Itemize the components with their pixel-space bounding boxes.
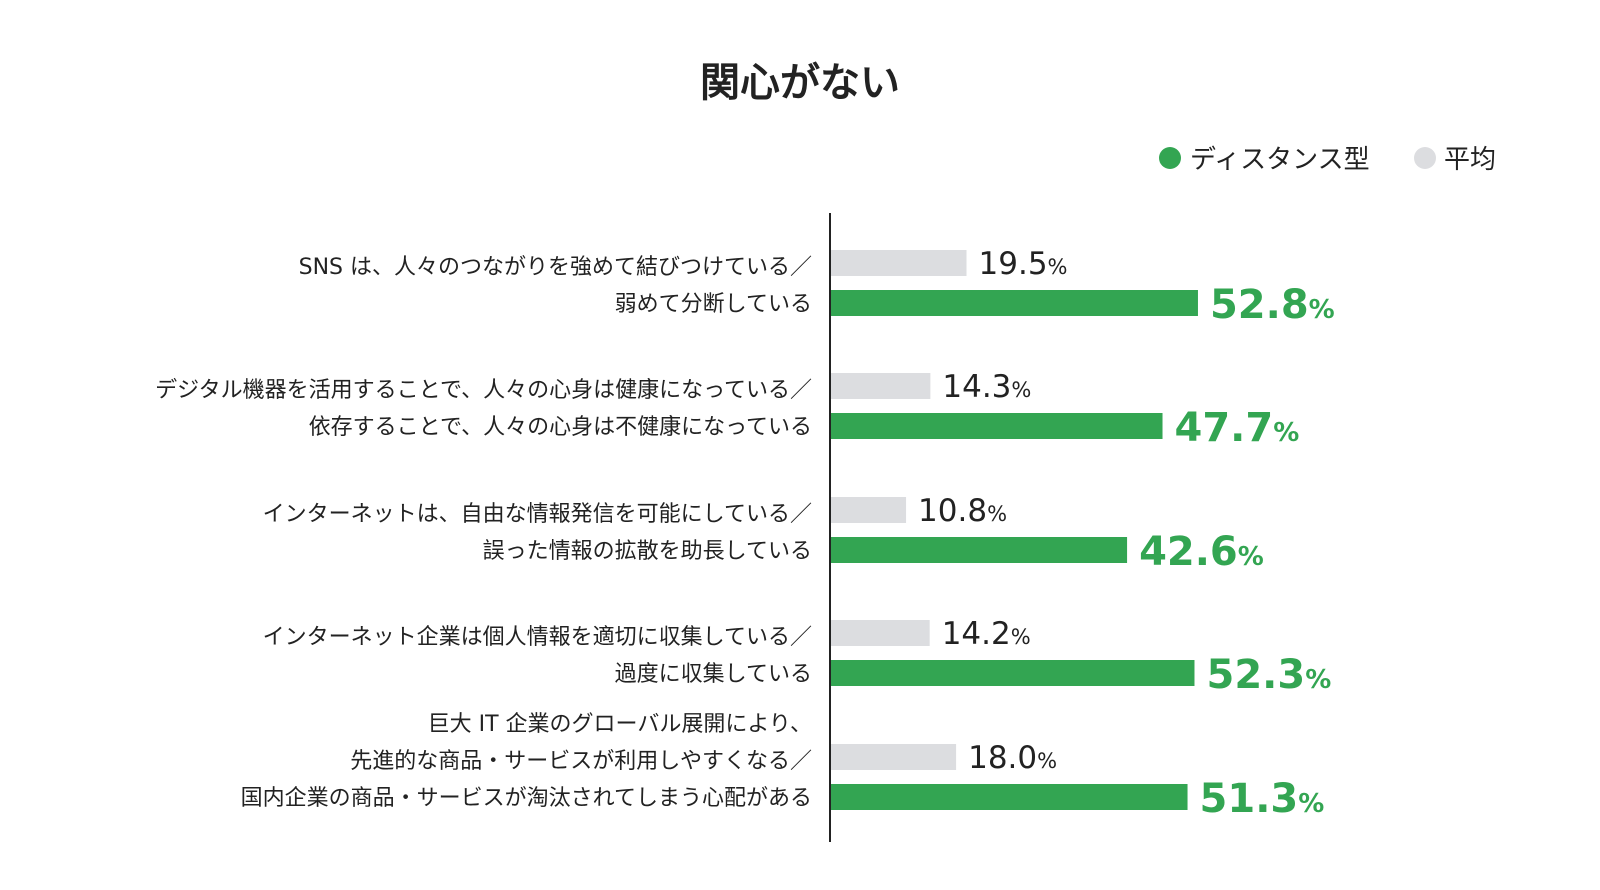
value-unit-average-0: % [1048,255,1068,279]
category-label-1-line-1: 依存することで、人々の心身は不健康になっている [309,415,812,440]
value-label-average-0: 19.5% [979,246,1068,282]
bar-distance-3 [831,660,1195,686]
category-label-4-line-1: 先進的な商品・サービスが利用しやすくなる／ [350,749,812,774]
value-unit-distance-3: % [1305,665,1331,695]
value-label-distance-4: 51.3% [1200,776,1325,822]
category-label-0-line-0: SNS は、人々のつながりを強めて結びつけている／ [299,255,812,280]
value-label-distance-3: 52.3% [1206,652,1331,698]
value-unit-distance-4: % [1298,789,1324,819]
bar-distance-1 [831,413,1163,439]
bar-distance-4 [831,784,1188,810]
value-unit-average-1: % [1011,378,1031,402]
bar-average-3 [831,620,930,646]
value-unit-average-2: % [987,502,1007,526]
value-label-average-1: 14.3% [942,369,1031,405]
bar-distance-2 [831,537,1128,563]
category-label-4-line-0: 巨大 IT 企業のグローバル展開により、 [428,712,812,737]
category-label-0-line-1: 弱めて分断している [615,292,812,317]
legend-label-average: 平均 [1444,145,1496,175]
category-label-2-line-0: インターネットは、自由な情報発信を可能にしている／ [263,502,812,527]
legend: ディスタンス型 平均 [1159,145,1496,175]
value-label-distance-2: 42.6% [1139,529,1264,575]
value-unit-distance-1: % [1273,418,1299,448]
value-unit-distance-0: % [1309,295,1335,325]
value-label-distance-0: 52.8% [1210,282,1335,328]
bar-average-1 [831,373,931,399]
category-label-1-line-0: デジタル機器を活用することで、人々の心身は健康になっている／ [155,378,812,403]
category-label-3-line-1: 過度に収集している [615,662,812,687]
value-label-average-2: 10.8% [918,493,1007,529]
category-label-3-line-0: インターネット企業は個人情報を適切に収集している／ [263,625,812,650]
bar-distance-0 [831,290,1198,316]
value-unit-average-4: % [1037,749,1057,773]
legend-label-distance: ディスタンス型 [1190,145,1370,175]
bar-average-0 [831,250,967,276]
chart-title: 関心がない [700,60,900,106]
value-unit-average-3: % [1011,625,1031,649]
category-label-4-line-2: 国内企業の商品・サービスが淘汰されてしまう心配がある [241,786,812,811]
value-label-average-3: 14.2% [942,616,1031,652]
value-label-average-4: 18.0% [968,740,1057,776]
bar-average-2 [831,497,907,523]
bars-group: 19.5% 52.8% SNS は、人々のつながりを強めて結びつけている／ 弱めて分断… [155,246,1335,822]
legend-marker-distance [1159,147,1181,169]
bar-average-4 [831,744,957,770]
category-label-2-line-1: 誤った情報の拡散を助長している [483,539,812,564]
value-unit-distance-2: % [1238,542,1264,572]
value-label-distance-1: 47.7% [1175,405,1300,451]
legend-marker-average [1414,147,1436,169]
